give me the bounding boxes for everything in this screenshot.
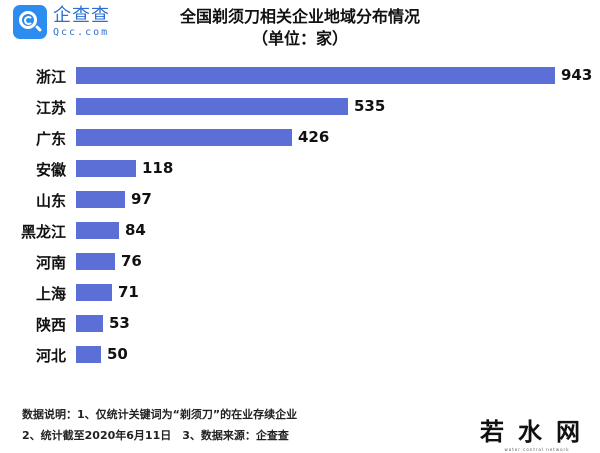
value-label: 71 [118, 283, 139, 301]
value-label: 118 [142, 159, 174, 177]
watermark: 若水网 water control network [480, 412, 594, 452]
bar [76, 253, 115, 270]
value-label: 535 [354, 97, 386, 115]
category-label: 河北 [35, 347, 66, 365]
bar [76, 315, 103, 332]
bar-row: 浙江 943 [0, 60, 600, 91]
category-label: 安徽 [35, 161, 66, 179]
value-label: 426 [298, 128, 330, 146]
bar [76, 284, 112, 301]
bar [76, 129, 292, 146]
bar [76, 67, 555, 84]
bar [76, 98, 348, 115]
logo-domain: Qcc.com [53, 26, 110, 38]
category-label: 浙江 [35, 68, 66, 86]
bar-row: 河南 76 [0, 246, 600, 277]
bar-row: 黑龙江 84 [0, 215, 600, 246]
qcc-logo: 企查查 Qcc.com [13, 5, 110, 39]
bar [76, 346, 101, 363]
watermark-subtext: water control network [504, 447, 570, 452]
category-label: 广东 [35, 130, 66, 148]
value-label: 84 [125, 221, 146, 239]
category-label: 上海 [35, 285, 66, 303]
category-label: 黑龙江 [20, 223, 66, 241]
category-label: 河南 [35, 254, 66, 272]
bar-row: 河北 50 [0, 339, 600, 370]
chart-title-unit: （单位：家） [251, 29, 348, 48]
chart-title-main: 全国剃须刀相关企业地域分布情况 [179, 7, 420, 26]
category-label: 陕西 [35, 316, 66, 334]
bar-row: 广东 426 [0, 122, 600, 153]
bar-row: 江苏 535 [0, 91, 600, 122]
value-label: 53 [109, 314, 130, 332]
bar-row: 山东 97 [0, 184, 600, 215]
bar [76, 222, 119, 239]
bar-row: 陕西 53 [0, 308, 600, 339]
qcc-logo-icon [13, 5, 47, 39]
chart-title: 全国剃须刀相关企业地域分布情况 （单位：家） [150, 6, 450, 50]
value-label: 50 [107, 345, 128, 363]
bar [76, 191, 125, 208]
category-label: 山东 [35, 192, 66, 210]
bar-row: 上海 71 [0, 277, 600, 308]
bar-row: 安徽 118 [0, 153, 600, 184]
logo-name: 企查查 [53, 4, 110, 26]
value-label: 97 [131, 190, 152, 208]
bar [76, 160, 136, 177]
category-label: 江苏 [35, 99, 66, 117]
note-line-2: 2、统计截至2020年6月11日 3、数据来源：企查查 [22, 429, 289, 442]
value-label: 76 [121, 252, 142, 270]
note-line-1: 数据说明：1、仅统计关键词为“剃须刀”的在业存续企业 [22, 408, 298, 421]
value-label: 943 [561, 66, 593, 84]
data-notes: 数据说明：1、仅统计关键词为“剃须刀”的在业存续企业 2、统计截至2020年6月… [22, 404, 297, 446]
watermark-text: 若水网 [480, 418, 594, 446]
